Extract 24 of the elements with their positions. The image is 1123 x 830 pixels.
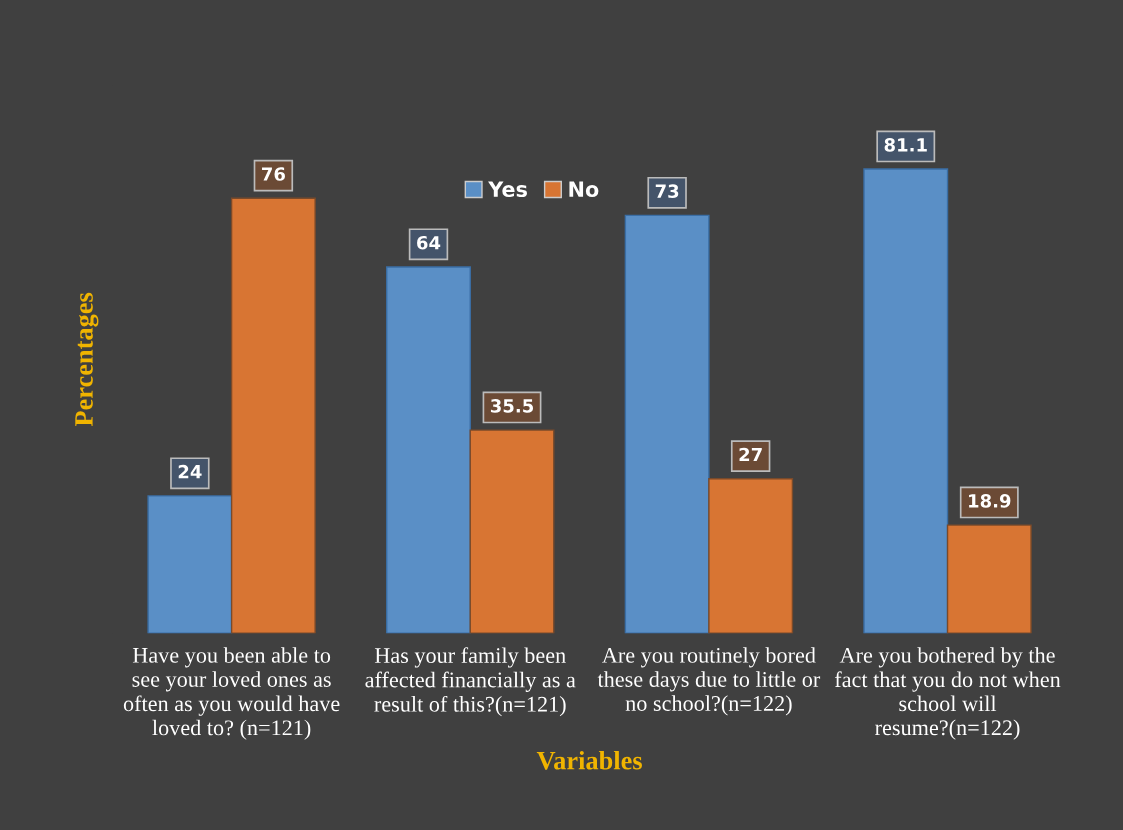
bar [230, 197, 316, 634]
data-label: 73 [655, 184, 679, 199]
bar [469, 429, 555, 634]
bar [946, 524, 1032, 634]
data-label: 18.9 [969, 494, 1011, 508]
bar [708, 478, 794, 634]
legend-label: Yes [488, 181, 527, 198]
data-label: 35.5 [490, 399, 534, 413]
data-label: 27 [739, 447, 762, 462]
x-tick-label: Have you been able to see your loved ones as often as you would have loved to? (n=121) [123, 647, 340, 740]
data-label: 24 [178, 464, 202, 479]
bar [863, 168, 949, 634]
data-label: 76 [262, 167, 285, 181]
bar [624, 214, 710, 634]
bar [147, 495, 233, 634]
x-tick-label: Are you bothered by the fact that you do not when school will resume?(n=122) [834, 647, 1061, 740]
data-label: 81.1 [884, 138, 927, 152]
bar [386, 266, 471, 634]
x-axis-title: Variables [536, 750, 642, 770]
x-tick-label: Has your family been affected financially as a result of this?(n=121) [365, 647, 576, 717]
legend-label: No [569, 181, 599, 198]
x-tick-label: Are you routinely bored these days due to little or no school?(n=122) [597, 647, 821, 716]
data-label: 64 [417, 235, 441, 250]
y-axis-title: Percentages [75, 292, 99, 427]
